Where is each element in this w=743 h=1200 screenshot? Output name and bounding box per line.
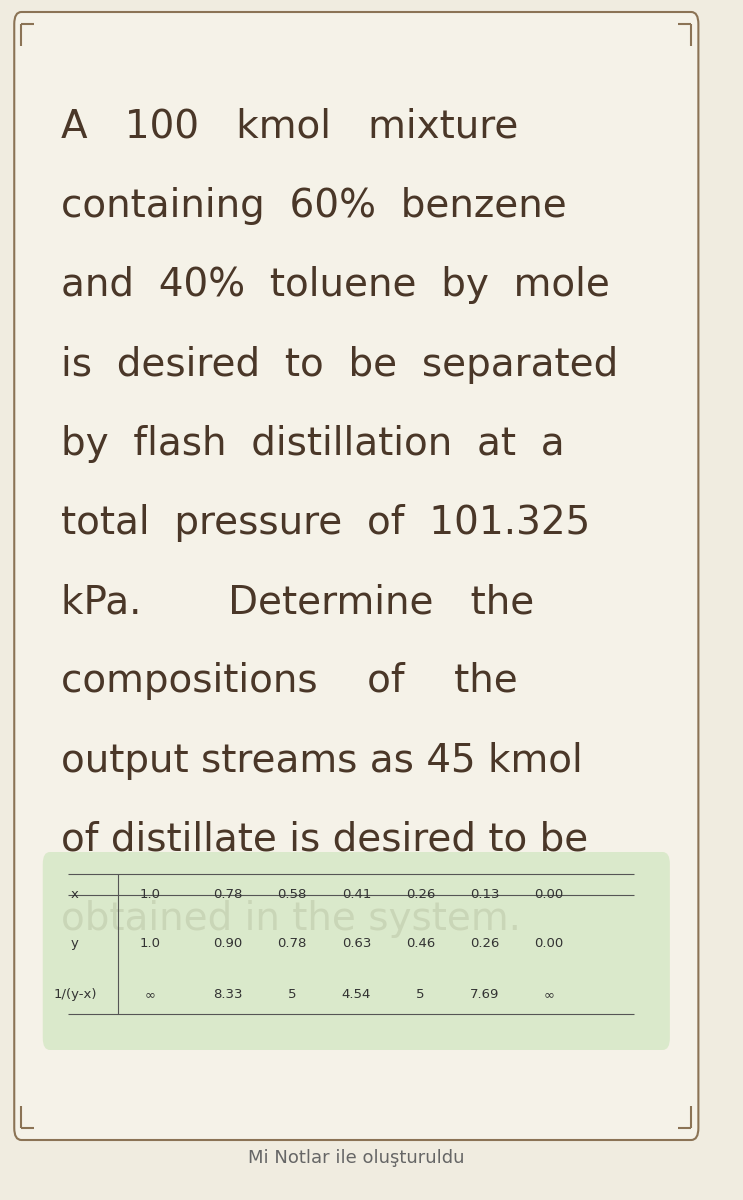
Text: 0.58: 0.58 xyxy=(277,888,307,900)
FancyBboxPatch shape xyxy=(43,852,670,1050)
Text: total  pressure  of  101.325: total pressure of 101.325 xyxy=(61,504,590,542)
Text: of distillate is desired to be: of distillate is desired to be xyxy=(61,821,588,859)
Text: and  40%  toluene  by  mole: and 40% toluene by mole xyxy=(61,266,609,305)
Text: y: y xyxy=(71,937,79,949)
Text: 7.69: 7.69 xyxy=(470,989,499,1001)
Text: 5: 5 xyxy=(416,989,425,1001)
Text: 0.78: 0.78 xyxy=(277,937,307,949)
Text: 0.00: 0.00 xyxy=(534,937,563,949)
Text: x: x xyxy=(71,888,79,900)
Text: 1/(y-x): 1/(y-x) xyxy=(53,989,97,1001)
Text: ∞: ∞ xyxy=(543,989,554,1001)
Text: A   100   kmol   mixture: A 100 kmol mixture xyxy=(61,108,518,146)
Text: Mi Notlar ile oluşturuldu: Mi Notlar ile oluşturuldu xyxy=(248,1150,464,1166)
Text: ∞: ∞ xyxy=(144,989,155,1001)
Text: 0.13: 0.13 xyxy=(470,888,499,900)
Text: 4.54: 4.54 xyxy=(342,989,371,1001)
Text: 8.33: 8.33 xyxy=(213,989,243,1001)
Text: 0.63: 0.63 xyxy=(342,937,371,949)
FancyBboxPatch shape xyxy=(14,12,698,1140)
Text: containing  60%  benzene: containing 60% benzene xyxy=(61,187,566,226)
Text: 0.46: 0.46 xyxy=(406,937,435,949)
Text: 5: 5 xyxy=(288,989,296,1001)
Text: obtained in the system.: obtained in the system. xyxy=(61,900,521,938)
Text: 1.0: 1.0 xyxy=(139,937,160,949)
Text: by  flash  distillation  at  a: by flash distillation at a xyxy=(61,425,564,463)
Text: kPa.       Determine   the: kPa. Determine the xyxy=(61,583,533,622)
Text: compositions    of    the: compositions of the xyxy=(61,662,517,701)
Text: 0.00: 0.00 xyxy=(534,888,563,900)
Text: 0.26: 0.26 xyxy=(470,937,499,949)
Text: 0.26: 0.26 xyxy=(406,888,435,900)
Text: 0.78: 0.78 xyxy=(213,888,243,900)
Text: 0.41: 0.41 xyxy=(342,888,371,900)
Text: 1.0: 1.0 xyxy=(139,888,160,900)
Text: is  desired  to  be  separated: is desired to be separated xyxy=(61,346,618,384)
Text: output streams as 45 kmol: output streams as 45 kmol xyxy=(61,742,583,780)
Text: 0.90: 0.90 xyxy=(213,937,243,949)
